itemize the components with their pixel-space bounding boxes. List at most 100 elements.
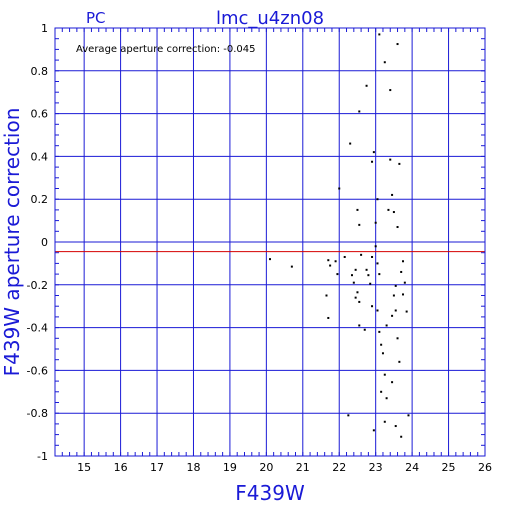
- data-point: [394, 309, 397, 312]
- data-point: [402, 293, 405, 296]
- data-point: [369, 282, 372, 285]
- corner-label: PC: [86, 9, 106, 27]
- data-point: [329, 264, 332, 267]
- data-point: [365, 268, 368, 271]
- x-tick-labels: 15 16 17 18 19 20 21 22 23 24 25 26: [77, 461, 492, 474]
- data-point: [365, 84, 368, 87]
- x-tick-label: 20: [259, 461, 273, 474]
- data-point: [363, 328, 366, 331]
- data-point: [338, 187, 341, 190]
- chart-title: lmc_u4zn08: [216, 8, 324, 29]
- x-tick-label: 25: [442, 461, 456, 474]
- data-point: [376, 262, 379, 265]
- data-point: [336, 273, 339, 276]
- data-point: [269, 258, 271, 261]
- data-point: [380, 343, 383, 346]
- data-point: [383, 420, 386, 423]
- data-point: [371, 160, 374, 163]
- x-tick-label: 16: [114, 461, 128, 474]
- data-point: [356, 208, 359, 211]
- data-point: [389, 158, 392, 161]
- data-point: [367, 274, 370, 277]
- data-point: [383, 373, 386, 376]
- data-point: [343, 255, 346, 258]
- data-point: [381, 352, 384, 355]
- x-tick-label: 15: [77, 461, 91, 474]
- data-point: [358, 223, 361, 226]
- data-point: [358, 324, 361, 327]
- data-point: [374, 221, 377, 224]
- y-tick-label: 0.6: [31, 108, 49, 121]
- data-point: [400, 270, 403, 273]
- y-tick-label: 0.8: [31, 65, 49, 78]
- average-annotation: Average aperture correction: -0.045: [76, 44, 256, 55]
- data-point: [352, 281, 355, 284]
- data-point: [383, 61, 386, 64]
- y-tick-label: -0.2: [27, 279, 48, 292]
- data-point: [380, 390, 383, 393]
- data-point: [325, 294, 328, 297]
- x-tick-label: 24: [405, 461, 419, 474]
- data-point: [391, 193, 394, 196]
- data-point: [360, 253, 363, 256]
- data-point: [400, 435, 403, 438]
- data-point: [354, 296, 357, 299]
- y-tick-label: -0.6: [27, 364, 48, 377]
- data-point: [385, 397, 388, 400]
- data-point: [392, 294, 395, 297]
- data-point: [402, 260, 405, 263]
- y-tick-label: 0.4: [31, 150, 49, 163]
- data-point: [396, 337, 399, 340]
- data-point: [394, 425, 397, 428]
- y-tick-label: -0.4: [27, 322, 48, 335]
- y-tick-label: 0.2: [31, 193, 49, 206]
- data-point: [358, 300, 361, 303]
- data-point: [392, 211, 395, 214]
- data-point: [378, 330, 381, 333]
- data-point: [376, 198, 379, 201]
- x-tick-label: 21: [296, 461, 310, 474]
- y-tick-label: -0.8: [27, 407, 48, 420]
- data-point: [371, 255, 374, 258]
- plot-frame: [54, 27, 486, 457]
- data-point: [403, 281, 406, 284]
- data-point: [349, 142, 352, 145]
- data-point: [356, 291, 359, 294]
- x-tick-label: 26: [478, 461, 492, 474]
- x-tick-label: 22: [332, 461, 346, 474]
- data-point: [358, 110, 361, 113]
- data-point: [389, 89, 392, 92]
- data-point: [372, 151, 375, 154]
- data-point: [376, 309, 379, 312]
- data-point: [354, 268, 357, 271]
- data-point: [405, 310, 408, 313]
- data-point: [350, 274, 353, 277]
- y-tick-label: 0: [41, 236, 48, 249]
- data-points: [269, 33, 410, 438]
- data-point: [347, 414, 350, 417]
- data-point: [391, 381, 394, 384]
- data-point: [394, 284, 397, 287]
- x-tick-label: 17: [150, 461, 164, 474]
- x-tick-label: 19: [223, 461, 237, 474]
- data-point: [407, 414, 410, 417]
- data-point: [378, 33, 381, 36]
- data-point: [396, 43, 399, 46]
- data-point: [374, 245, 377, 248]
- x-tick-label: 18: [186, 461, 200, 474]
- data-point: [327, 316, 330, 319]
- data-point: [398, 162, 401, 165]
- data-point: [387, 208, 390, 211]
- y-axis-label: F439W aperture correction: [0, 108, 24, 377]
- data-point: [378, 273, 381, 276]
- data-point: [372, 429, 375, 432]
- y-tick-label: 1: [41, 22, 48, 35]
- data-point: [290, 265, 293, 268]
- x-tick-label: 23: [369, 461, 383, 474]
- data-point: [327, 259, 330, 262]
- data-point: [396, 226, 399, 229]
- x-axis-label: F439W: [235, 481, 305, 505]
- data-point: [371, 305, 374, 308]
- data-point: [385, 324, 388, 327]
